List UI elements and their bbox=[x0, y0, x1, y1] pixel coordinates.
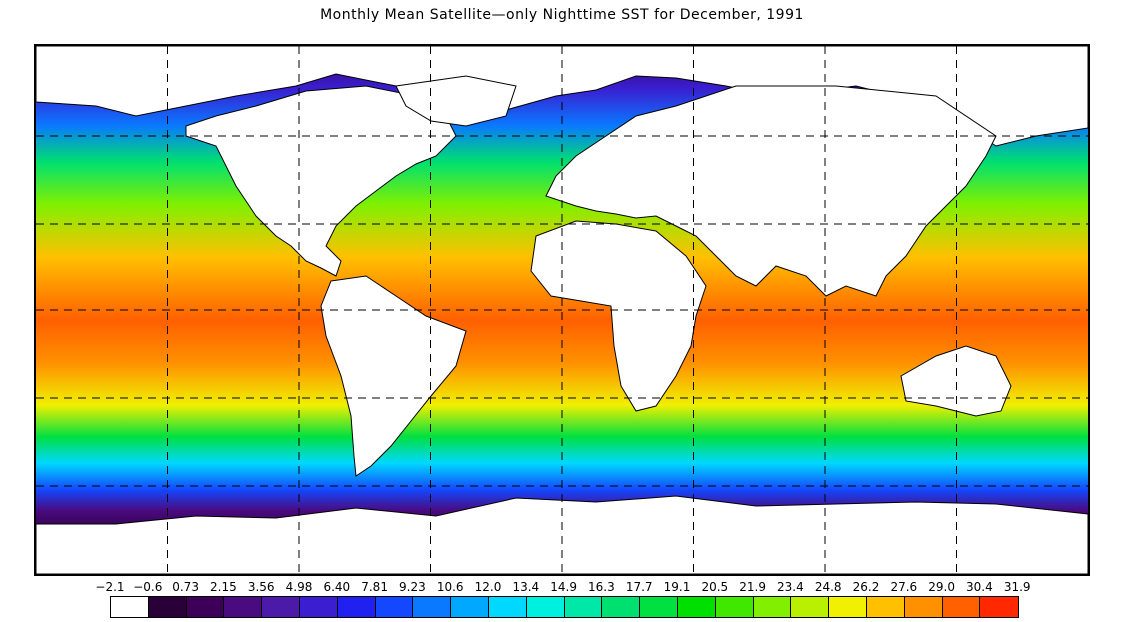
legend-tick-label: 31.9 bbox=[1003, 580, 1031, 594]
legend-tick-label: 30.4 bbox=[966, 580, 993, 594]
legend-swatch bbox=[753, 597, 792, 617]
legend-swatch bbox=[111, 597, 149, 617]
legend-tick-label: 9.23 bbox=[399, 580, 426, 594]
legend-swatch bbox=[413, 597, 452, 617]
legend-swatch bbox=[980, 597, 1019, 617]
legend-tick-label: 29.0 bbox=[928, 580, 955, 594]
land-south-america bbox=[320, 275, 467, 477]
legend-tick-label: 16.3 bbox=[588, 580, 615, 594]
legend-swatch bbox=[829, 597, 867, 617]
legend-tick-label: 0.73 bbox=[172, 580, 199, 594]
land-north-america bbox=[185, 85, 457, 277]
legend-tick-label: 19.1 bbox=[663, 580, 691, 594]
graticule bbox=[36, 46, 1088, 574]
legend-swatch bbox=[488, 597, 527, 617]
legend-tick-label: 7.81 bbox=[361, 580, 388, 594]
legend-swatch bbox=[375, 597, 414, 617]
legend-swatch bbox=[715, 597, 754, 617]
legend-swatch bbox=[791, 597, 830, 617]
legend-tick-label: 23.4 bbox=[777, 580, 804, 594]
legend-swatch bbox=[677, 597, 716, 617]
legend-tick-label: 3.56 bbox=[247, 580, 275, 594]
land-arctic bbox=[36, 46, 1088, 147]
legend-tick-label: 21.9 bbox=[739, 580, 766, 594]
legend-swatch bbox=[942, 597, 981, 617]
legend-swatch bbox=[186, 597, 225, 617]
legend-swatch bbox=[564, 597, 603, 617]
legend-tick-label: 6.40 bbox=[323, 580, 351, 594]
legend-tick-label: 2.15 bbox=[210, 580, 237, 594]
legend-tick-label: 17.7 bbox=[625, 580, 653, 594]
legend-swatch bbox=[224, 597, 263, 617]
legend-tick-label: 10.6 bbox=[436, 580, 464, 594]
legend-swatch bbox=[866, 597, 905, 617]
legend-tick-label: −2.1 bbox=[95, 580, 125, 594]
legend-swatch bbox=[526, 597, 565, 617]
sst-map bbox=[34, 44, 1090, 576]
legend-swatch bbox=[602, 597, 641, 617]
legend-tick-label: 12.0 bbox=[474, 580, 502, 594]
legend-swatch bbox=[904, 597, 943, 617]
legend-swatch bbox=[337, 597, 376, 617]
legend-tick-label: 26.2 bbox=[852, 580, 880, 594]
legend-swatch bbox=[262, 597, 300, 617]
legend-tick-label: −0.6 bbox=[133, 580, 163, 594]
legend-tick-label: 14.9 bbox=[550, 580, 577, 594]
map-title: Monthly Mean Satellite—only Nighttime SS… bbox=[320, 7, 804, 23]
legend-tick-label: 27.6 bbox=[890, 580, 918, 594]
legend-colorbar bbox=[110, 596, 1020, 618]
legend-swatch bbox=[148, 597, 187, 617]
legend-swatch bbox=[640, 597, 678, 617]
land-eurasia bbox=[545, 85, 997, 297]
legend-swatch bbox=[451, 597, 489, 617]
legend-tick-label: 4.98 bbox=[285, 580, 313, 594]
legend-tick-label: 20.5 bbox=[701, 580, 729, 594]
legend-tick-label: 24.8 bbox=[814, 580, 842, 594]
land-greenland bbox=[395, 75, 517, 127]
legend-labels: −2.1 −0.6 0.73 2.15 3.56 4.98 6.40 7.81 9.23 10.6… bbox=[0, 580, 1124, 596]
legend-swatch bbox=[299, 597, 338, 617]
land-africa bbox=[530, 220, 707, 412]
legend-tick-label: 13.4 bbox=[512, 580, 540, 594]
